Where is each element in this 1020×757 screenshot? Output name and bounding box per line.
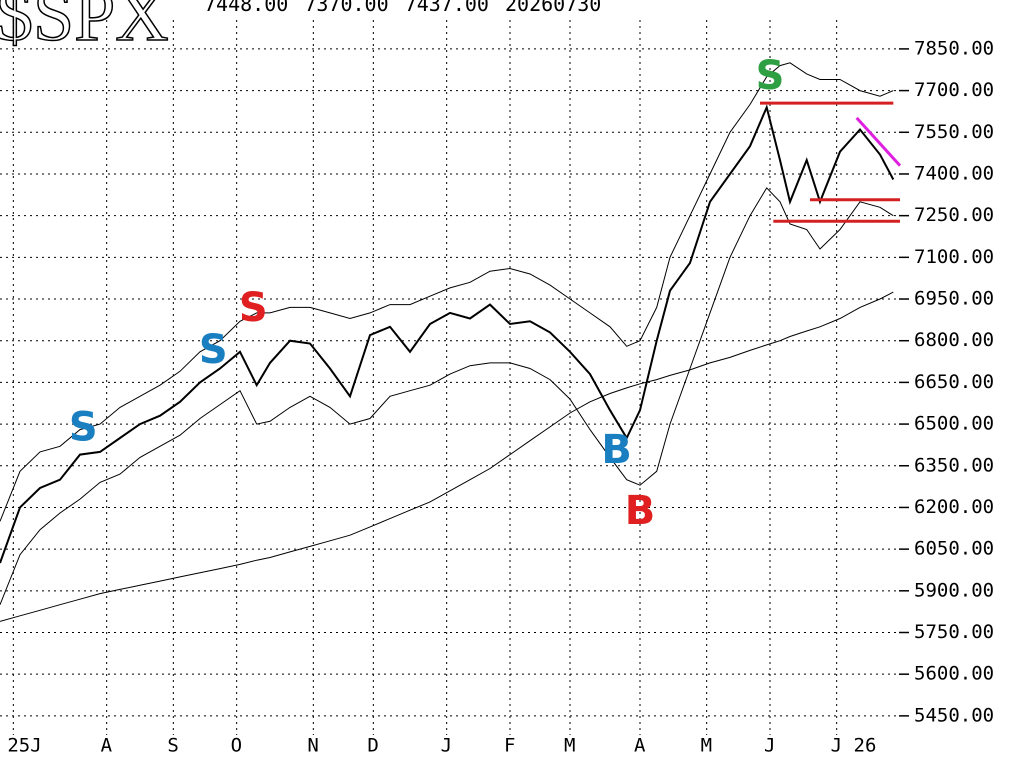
series-line	[0, 187, 894, 605]
y-tick-label: 7550.00	[914, 121, 994, 143]
signal-label: B	[625, 488, 656, 534]
x-tick-label: S	[167, 735, 178, 757]
x-tick-label: J	[764, 735, 775, 757]
x-tick-label: J	[441, 735, 452, 757]
signal-label: B	[601, 427, 632, 473]
y-tick-label: 5750.00	[914, 621, 994, 643]
trend-line	[855, 116, 902, 167]
x-tick-label: M	[701, 735, 712, 757]
signal-label: S	[69, 405, 98, 451]
y-tick-label: 6500.00	[914, 413, 994, 435]
x-tick-label: 25J	[7, 735, 41, 757]
x-tick-label: N	[307, 735, 318, 757]
y-tick-label: 6800.00	[914, 329, 994, 351]
y-tick-label: 6350.00	[914, 454, 994, 476]
y-tick-label: 5450.00	[914, 704, 994, 726]
y-tick-label: 6200.00	[914, 496, 994, 518]
signal-label: S	[239, 285, 268, 331]
series-line	[0, 62, 894, 522]
x-tick-label: O	[231, 735, 242, 757]
series-line	[0, 104, 895, 564]
y-tick-label: 6050.00	[914, 538, 994, 560]
y-tick-label: 7850.00	[914, 37, 994, 59]
y-tick-label: 5900.00	[914, 579, 994, 601]
x-tick-label: A	[101, 735, 113, 757]
x-tick-label: M	[564, 735, 575, 757]
chart-title: $SPX	[0, 0, 169, 57]
chart-subtitle: 7448.00 7370.00 7437.00 20260730	[204, 0, 601, 16]
y-tick-label: 7100.00	[914, 246, 994, 268]
y-tick-label: 7700.00	[914, 79, 994, 101]
signal-label: S	[199, 327, 228, 373]
x-tick-label: D	[367, 735, 378, 757]
x-tick-label: A	[634, 735, 646, 757]
y-tick-label: 7250.00	[914, 204, 994, 226]
x-tick-label: J 26	[831, 735, 877, 757]
y-tick-label: 6950.00	[914, 288, 994, 310]
series-line	[0, 291, 894, 622]
y-tick-label: 6650.00	[914, 371, 994, 393]
y-tick-label: 7400.00	[914, 162, 994, 184]
x-tick-label: F	[504, 735, 515, 757]
y-tick-label: 5600.00	[914, 663, 994, 685]
signal-label: S	[756, 53, 785, 99]
